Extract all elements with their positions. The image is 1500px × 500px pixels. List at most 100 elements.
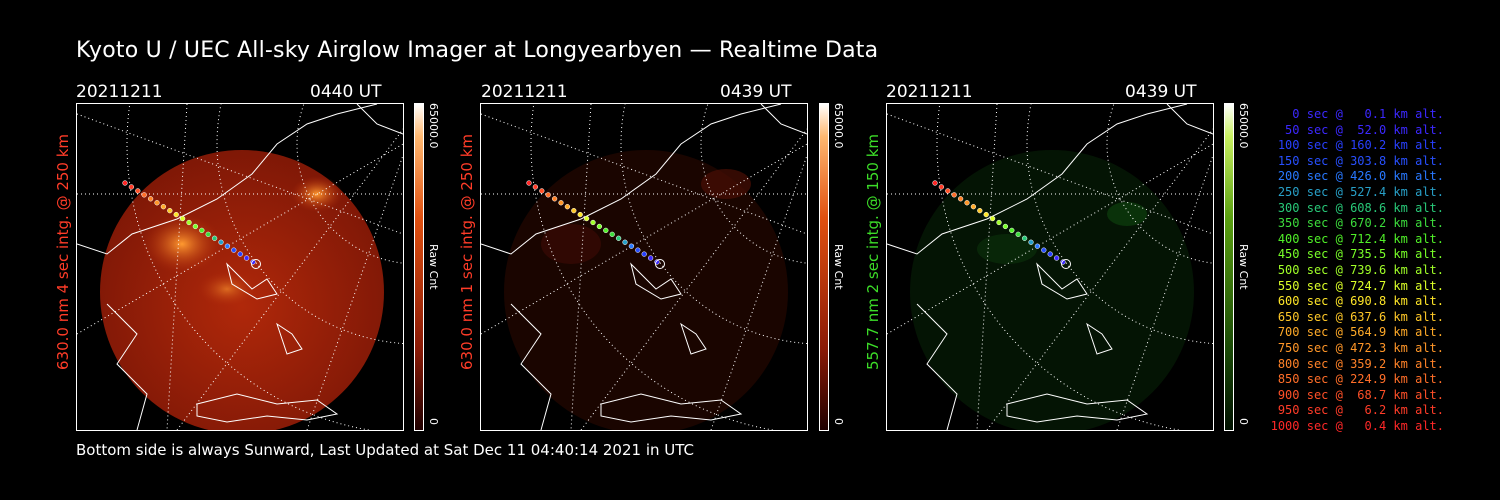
trajectory-point [964, 200, 970, 206]
trajectory-point [622, 239, 628, 245]
panel-1-cbar-max: 65000.0 [427, 103, 440, 149]
trajectory-point [641, 251, 647, 257]
panel-1-colorbar [414, 103, 424, 431]
trajectory-point [128, 184, 135, 190]
legend-row: 650 sec @ 637.6 km alt. [1277, 309, 1444, 324]
trajectory-point [179, 215, 186, 222]
trajectory-point [173, 211, 179, 218]
trajectory-point [539, 188, 545, 194]
trajectory-point [167, 208, 173, 214]
trajectory-point [237, 251, 243, 257]
panel-2-side-label: 630.0 nm 1 sec intg. @ 250 km [458, 133, 476, 370]
aurora-patch [701, 169, 751, 199]
panel-2-cbar-min: 0 [832, 418, 845, 425]
trajectory-point [615, 235, 622, 241]
trajectory-point [192, 223, 199, 230]
legend-row: 750 sec @ 472.3 km alt. [1277, 340, 1444, 355]
trajectory-point [224, 243, 231, 249]
legend-row: 450 sec @ 735.5 km alt. [1277, 247, 1444, 262]
panel-2-time: 0439 UT [720, 82, 792, 102]
panel-2-image [480, 103, 808, 431]
panel-2-trajectory [526, 180, 665, 269]
coordinate-grid [887, 104, 1213, 430]
coastlines [887, 104, 1213, 430]
legend-row: 950 sec @ 6.2 km alt. [1277, 403, 1444, 418]
trajectory-endpoint [251, 259, 261, 269]
panel-2-cbar-max: 65000.0 [832, 103, 845, 149]
panel-3-cbar-max: 65000.0 [1237, 103, 1250, 149]
trajectory-point [147, 196, 154, 202]
trajectory-point [932, 180, 938, 186]
panel-3-trajectory [932, 180, 1071, 269]
trajectory-point [989, 215, 996, 222]
trajectory-point [545, 192, 551, 198]
trajectory-point [571, 208, 577, 214]
trajectory-point [983, 211, 989, 218]
trajectory-point [609, 231, 615, 238]
panel-1-time: 0440 UT [310, 82, 382, 102]
trajectory-legend: 0 sec @ 0.1 km alt. 50 sec @ 52.0 km alt.… [1268, 107, 1444, 434]
trajectory-point [1015, 231, 1021, 238]
trajectory-point [977, 208, 983, 214]
legend-row: 600 sec @ 690.8 km alt. [1277, 294, 1444, 309]
coordinate-grid [481, 104, 807, 430]
legend-row: 400 sec @ 712.4 km alt. [1277, 231, 1444, 246]
trajectory-endpoint [1061, 259, 1071, 269]
coastlines [481, 104, 807, 430]
trajectory-point [1021, 235, 1028, 241]
legend-row: 550 sec @ 724.7 km alt. [1277, 278, 1444, 293]
legend-row: 1000 sec @ 0.4 km alt. [1270, 418, 1444, 433]
trajectory-point [154, 200, 160, 206]
legend-row: 300 sec @ 608.6 km alt. [1277, 200, 1444, 215]
trajectory-point [996, 219, 1002, 226]
panel-3-image [886, 103, 1214, 431]
trajectory-point [551, 196, 558, 202]
legend-row: 250 sec @ 527.4 km alt. [1277, 184, 1444, 199]
legend-row: 700 sec @ 564.9 km alt. [1277, 325, 1444, 340]
legend-row: 0 sec @ 0.1 km alt. [1292, 107, 1444, 121]
trajectory-point [1041, 247, 1047, 253]
trajectory-point [135, 188, 141, 194]
trajectory-point [199, 227, 205, 234]
trajectory-point [160, 204, 167, 210]
panel-3-map [887, 104, 1213, 430]
legend-row: 350 sec @ 670.2 km alt. [1277, 216, 1444, 231]
panel-1-trajectory [122, 180, 261, 269]
legend-row: 800 sec @ 359.2 km alt. [1277, 356, 1444, 371]
trajectory-point [628, 243, 635, 249]
coordinate-grid [77, 104, 403, 430]
panel-1-side-label: 630.0 nm 4 sec intg. @ 250 km [54, 133, 72, 370]
panel-3-cbar-min: 0 [1237, 418, 1250, 425]
trajectory-point [635, 247, 641, 253]
trajectory-point [205, 231, 211, 238]
panel-1-cbar-unit: Raw Cnt [427, 244, 440, 290]
trajectory-point [564, 204, 571, 210]
legend-row: 150 sec @ 303.8 km alt. [1277, 153, 1444, 168]
trajectory-endpoint [655, 259, 665, 269]
panel-2-cbar-unit: Raw Cnt [832, 244, 845, 290]
trajectory-points [122, 180, 261, 269]
trajectory-point [596, 223, 603, 230]
panel-2-date: 20211211 [481, 82, 568, 102]
trajectory-point [945, 188, 951, 194]
trajectory-point [957, 196, 964, 202]
page-title: Kyoto U / UEC All-sky Airglow Imager at … [76, 38, 879, 63]
legend-row: 500 sec @ 739.6 km alt. [1277, 262, 1444, 277]
trajectory-point [603, 227, 609, 234]
panel-3-cbar-unit: Raw Cnt [1237, 244, 1250, 290]
aurora-patch [977, 234, 1037, 264]
legend-row: 100 sec @ 160.2 km alt. [1277, 138, 1444, 153]
trajectory-point [1053, 255, 1060, 261]
trajectory-point [1034, 243, 1041, 249]
panel-3-side-label: 557.7 nm 2 sec intg. @ 150 km [864, 133, 882, 370]
trajectory-point [218, 239, 224, 245]
trajectory-point [122, 180, 128, 186]
panel-3-colorbar [1224, 103, 1234, 431]
trajectory-point [577, 211, 583, 218]
aurora-patch [1107, 202, 1147, 226]
trajectory-point [526, 180, 532, 186]
aurora-patch [541, 224, 601, 264]
trajectory-point [583, 215, 590, 222]
trajectory-point [647, 255, 654, 261]
footer-status: Bottom side is always Sunward, Last Upda… [76, 441, 695, 459]
